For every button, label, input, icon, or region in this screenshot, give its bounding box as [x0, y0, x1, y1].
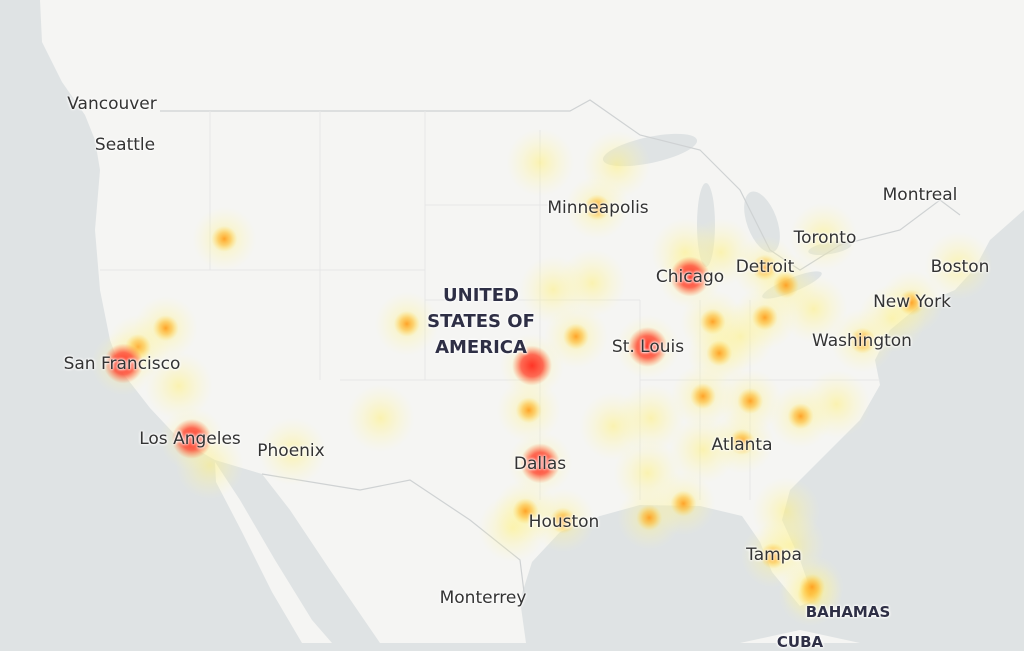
- hotspot-low: [144, 352, 213, 421]
- label-monterrey: Monterrey: [439, 588, 527, 608]
- label-tampa: Tampa: [746, 545, 802, 565]
- hotspot-high: [520, 443, 561, 484]
- hotspot-medium: [751, 304, 778, 331]
- borders: [160, 99, 961, 601]
- label-phoenix: Phoenix: [257, 441, 325, 461]
- land-cuba: [740, 630, 860, 643]
- hotspot-high: [627, 326, 668, 367]
- hotspot-medium: [787, 403, 814, 430]
- hotspot-medium: [393, 310, 420, 337]
- label-chicago: Chicago: [655, 267, 725, 287]
- label-usa: UNITED STATES OF AMERICA: [427, 283, 535, 361]
- label-houston: Houston: [528, 512, 600, 532]
- hotspot-medium: [512, 498, 539, 525]
- label-detroit: Detroit: [735, 257, 795, 277]
- hotspot-low: [579, 392, 648, 461]
- label-atlanta: Atlanta: [711, 435, 773, 455]
- label-bahamas: BAHAMAS: [805, 603, 891, 621]
- hotspot-medium: [211, 225, 238, 252]
- hotspot-medium: [515, 397, 542, 424]
- hotspot-medium: [799, 573, 826, 600]
- label-boston: Boston: [930, 257, 990, 277]
- hotspot-medium: [670, 490, 697, 517]
- label-los-angeles: Los Angeles: [139, 429, 241, 449]
- label-vancouver: Vancouver: [67, 94, 157, 114]
- label-new-york: New York: [873, 292, 951, 312]
- label-washington: Washington: [812, 331, 912, 351]
- label-st-louis: St. Louis: [611, 337, 685, 357]
- hotspot-medium: [737, 387, 764, 414]
- hotspot-medium: [689, 383, 716, 410]
- hotspot-low: [346, 384, 415, 453]
- hotspot-high: [171, 418, 212, 459]
- hotspot-medium: [584, 194, 611, 221]
- label-cuba: CUBA: [776, 633, 824, 651]
- label-dallas: Dallas: [513, 454, 567, 474]
- hotspot-medium: [729, 428, 756, 455]
- label-usa-line1: UNITED: [443, 285, 519, 306]
- hotspot-high: [103, 343, 144, 384]
- heat-layer: [91, 128, 993, 627]
- hotspot-low: [924, 231, 993, 300]
- label-usa-line2: STATES OF: [427, 311, 535, 332]
- hotspot-medium: [562, 323, 589, 350]
- hotspot-low: [258, 417, 327, 486]
- label-montreal: Montreal: [882, 185, 958, 205]
- hotspot-high: [512, 345, 553, 386]
- label-san-francisco: San Francisco: [63, 354, 181, 374]
- label-minneapolis: Minneapolis: [547, 198, 649, 218]
- label-toronto: Toronto: [793, 228, 857, 248]
- hotspot-medium: [849, 327, 876, 354]
- hotspot-high: [669, 256, 710, 297]
- hotspot-low: [506, 128, 575, 197]
- hotspot-medium: [759, 542, 786, 569]
- hotspot-medium: [898, 289, 925, 316]
- hotspot-medium: [706, 340, 733, 367]
- hotspot-low: [789, 202, 858, 271]
- label-usa-line3: AMERICA: [435, 337, 527, 358]
- label-seattle: Seattle: [94, 135, 156, 155]
